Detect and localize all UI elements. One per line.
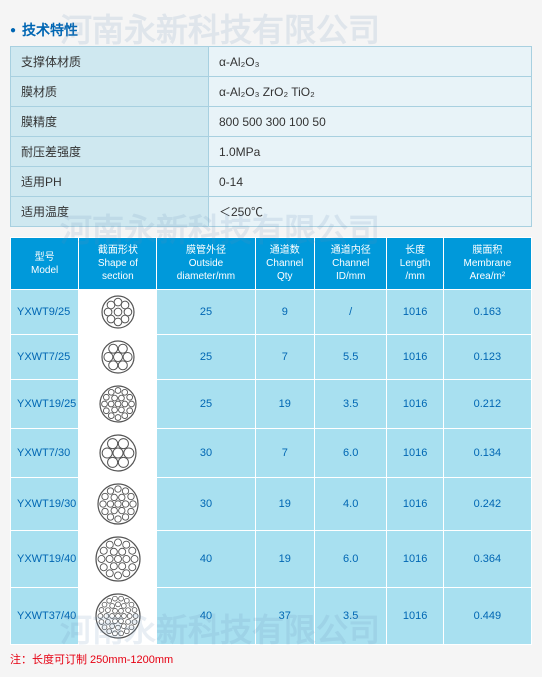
- spec-cell: 7: [255, 335, 314, 380]
- spec-row: YXWT9/25 259/10160.163: [11, 290, 532, 335]
- spec-header: 型号Model: [11, 238, 79, 290]
- spec-row: YXWT37/40 40373.510160.449: [11, 588, 532, 645]
- property-row: 适用温度＜250℃: [11, 197, 532, 227]
- spec-cell: /: [315, 290, 387, 335]
- property-label: 耐压差强度: [11, 137, 209, 167]
- spec-row: YXWT19/40 40196.010160.364: [11, 531, 532, 588]
- spec-header: 通道内径Channel ID/mm: [315, 238, 387, 290]
- spec-cell: 19: [255, 531, 314, 588]
- property-label: 膜精度: [11, 107, 209, 137]
- spec-cell: 3.5: [315, 380, 387, 429]
- spec-cell: 1016: [387, 478, 443, 531]
- spec-cell: 5.5: [315, 335, 387, 380]
- spec-header: 通道数Channel Qty: [255, 238, 314, 290]
- model-cell: YXWT19/25: [11, 380, 79, 429]
- spec-row: YXWT7/25 2575.510160.123: [11, 335, 532, 380]
- spec-cell: 0.212: [443, 380, 531, 429]
- model-cell: YXWT7/25: [11, 335, 79, 380]
- spec-cell: 1016: [387, 335, 443, 380]
- model-cell: YXWT19/40: [11, 531, 79, 588]
- property-value: 1.0MPa: [208, 137, 531, 167]
- property-row: 膜精度800 500 300 100 50: [11, 107, 532, 137]
- spec-cell: 3.5: [315, 588, 387, 645]
- model-cell: YXWT37/40: [11, 588, 79, 645]
- spec-cell: 0.163: [443, 290, 531, 335]
- spec-cell: 7: [255, 429, 314, 478]
- property-row: 膜材质α-Al₂O₃ ZrO₂ TiO₂: [11, 77, 532, 107]
- property-value: α-Al₂O₃: [208, 47, 531, 77]
- shape-cell: [79, 429, 157, 478]
- spec-cell: 25: [157, 290, 255, 335]
- spec-cell: 1016: [387, 290, 443, 335]
- shape-cell: [79, 335, 157, 380]
- property-label: 适用温度: [11, 197, 209, 227]
- model-cell: YXWT19/30: [11, 478, 79, 531]
- spec-cell: 9: [255, 290, 314, 335]
- spec-cell: 1016: [387, 380, 443, 429]
- spec-cell: 19: [255, 380, 314, 429]
- spec-cell: 0.134: [443, 429, 531, 478]
- spec-cell: 25: [157, 335, 255, 380]
- spec-header: 膜管外径Outside diameter/mm: [157, 238, 255, 290]
- spec-cell: 30: [157, 429, 255, 478]
- spec-cell: 30: [157, 478, 255, 531]
- spec-cell: 0.449: [443, 588, 531, 645]
- property-label: 适用PH: [11, 167, 209, 197]
- spec-cell: 40: [157, 588, 255, 645]
- property-row: 适用PH0-14: [11, 167, 532, 197]
- shape-cell: [79, 290, 157, 335]
- property-label: 支撑体材质: [11, 47, 209, 77]
- section-title: 技术特性: [10, 20, 532, 40]
- property-value: α-Al₂O₃ ZrO₂ TiO₂: [208, 77, 531, 107]
- shape-cell: [79, 380, 157, 429]
- property-label: 膜材质: [11, 77, 209, 107]
- spec-cell: 1016: [387, 588, 443, 645]
- spec-header: 截面形状Shape of section: [79, 238, 157, 290]
- spec-row: YXWT19/30 30194.010160.242: [11, 478, 532, 531]
- property-value: 0-14: [208, 167, 531, 197]
- shape-cell: [79, 531, 157, 588]
- spec-cell: 40: [157, 531, 255, 588]
- spec-header: 膜面积Membrane Area/m²: [443, 238, 531, 290]
- shape-cell: [79, 588, 157, 645]
- spec-row: YXWT19/25 25193.510160.212: [11, 380, 532, 429]
- spec-cell: 25: [157, 380, 255, 429]
- spec-header: 长度Length /mm: [387, 238, 443, 290]
- properties-table: 支撑体材质α-Al₂O₃膜材质α-Al₂O₃ ZrO₂ TiO₂膜精度800 5…: [10, 46, 532, 227]
- spec-cell: 6.0: [315, 531, 387, 588]
- spec-cell: 19: [255, 478, 314, 531]
- model-cell: YXWT9/25: [11, 290, 79, 335]
- property-value: 800 500 300 100 50: [208, 107, 531, 137]
- model-cell: YXWT7/30: [11, 429, 79, 478]
- spec-cell: 0.123: [443, 335, 531, 380]
- footnote: 注：长度可订制 250mm-1200mm: [10, 651, 532, 667]
- spec-cell: 37: [255, 588, 314, 645]
- spec-cell: 4.0: [315, 478, 387, 531]
- spec-row: YXWT7/30 3076.010160.134: [11, 429, 532, 478]
- property-row: 耐压差强度1.0MPa: [11, 137, 532, 167]
- spec-cell: 0.364: [443, 531, 531, 588]
- spec-cell: 6.0: [315, 429, 387, 478]
- property-row: 支撑体材质α-Al₂O₃: [11, 47, 532, 77]
- property-value: ＜250℃: [208, 197, 531, 227]
- spec-table: 型号Model截面形状Shape of section膜管外径Outside d…: [10, 237, 532, 645]
- spec-cell: 0.242: [443, 478, 531, 531]
- shape-cell: [79, 478, 157, 531]
- spec-cell: 1016: [387, 531, 443, 588]
- spec-cell: 1016: [387, 429, 443, 478]
